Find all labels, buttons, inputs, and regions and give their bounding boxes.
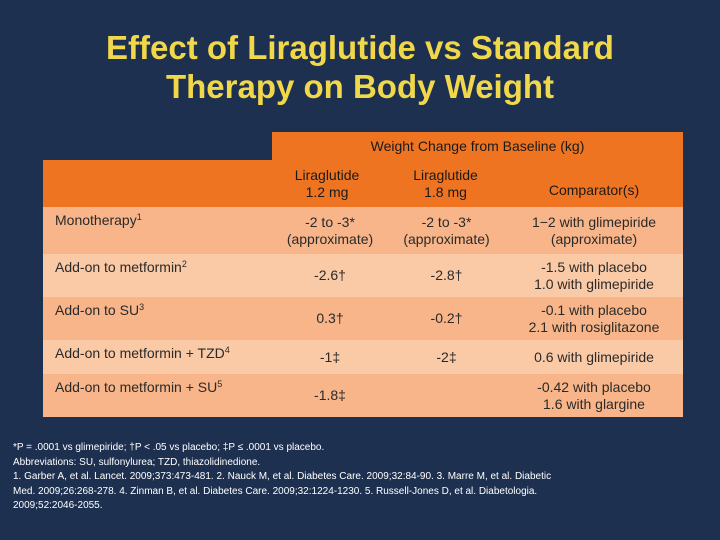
group-header: Weight Change from Baseline (kg): [272, 132, 683, 160]
footnote-abbreviations: Abbreviations: SU, sulfonylurea; TZD, th…: [13, 456, 261, 468]
cell-value: -0.42 with placebo 1.6 with glargine: [505, 374, 683, 417]
row-label-su: Add-on to SU3: [53, 297, 273, 319]
row-background: [43, 297, 683, 340]
cell-value: -2.8†: [388, 254, 505, 297]
col-header-lira-1-8: Liraglutide 1.8 mg: [388, 162, 503, 206]
cell-value: -1.5 with placebo 1.0 with glimepiride: [505, 254, 683, 297]
footnote-references-3: 2009;52:2046-2055.: [13, 500, 103, 511]
row-label-monotherapy: Monotherapy1: [53, 207, 273, 229]
cell-value: -0.1 with placebo 2.1 with rosiglitazone: [505, 297, 683, 340]
row-label-text: Add-on to metformin + TZD: [55, 345, 225, 361]
cell-value: 0.3†: [272, 297, 388, 340]
cell-line: (approximate): [403, 230, 490, 247]
footnotes: *P = .0001 vs glimepiride; †P < .05 vs p…: [13, 441, 713, 514]
col-header-line-1: Liraglutide: [413, 167, 478, 183]
cell-line: -0.42 with placebo: [537, 378, 651, 395]
cell-line: -1.5 with placebo: [541, 258, 647, 275]
cell-value: -1.8‡: [272, 374, 388, 417]
footnote-references-2: Med. 2009;26:268-278. 4. Zinman B, et al…: [13, 485, 538, 497]
slide-title-line-1: Effect of Liraglutide vs Standard: [106, 29, 614, 66]
cell-line: -2 to -3*: [421, 213, 472, 230]
cell-line: 1−2 with glimepiride: [531, 213, 657, 230]
row-label-ref: 4: [224, 345, 230, 355]
cell-line: (approximate): [286, 230, 374, 247]
row-label-ref: 2: [181, 259, 187, 269]
slide-title: Effect of Liraglutide vs Standard Therap…: [0, 28, 720, 106]
cell-line: -2.8†: [430, 267, 463, 283]
cell-line: -0.2†: [430, 310, 463, 326]
cell-value: 0.6 with glimepiride: [505, 340, 683, 374]
cell-line: 1.6 with glargine: [543, 395, 645, 412]
cell-value: -2.6†: [272, 254, 388, 297]
col-header-lira-1-2: Liraglutide 1.2 mg: [272, 162, 382, 206]
row-label-ref: 3: [139, 302, 145, 312]
cell-line: -1.8‡: [314, 387, 346, 403]
cell-value: -2‡: [388, 340, 505, 374]
cell-line: -2.6†: [314, 267, 346, 283]
row-label-metformin-su: Add-on to metformin + SU5: [53, 374, 273, 396]
footnote-references-1: 1. Garber A, et al. Lancet. 2009;373:473…: [13, 471, 552, 482]
group-header-label: Weight Change from Baseline (kg): [370, 137, 585, 154]
col-header-comparator: Comparator(s): [505, 176, 683, 204]
row-background: [43, 374, 683, 417]
col-header-line-1: Comparator(s): [548, 181, 640, 198]
col-header-line-2: 1.2 mg: [305, 184, 349, 200]
row-background: [43, 254, 683, 297]
cell-line: -2 to -3*: [305, 213, 355, 230]
cell-value: 1−2 with glimepiride (approximate): [505, 207, 683, 254]
col-header-line-1: Liraglutide: [294, 167, 360, 183]
slide-title-line-2: Therapy on Body Weight: [165, 68, 555, 105]
cell-line: 2.1 with rosiglitazone: [528, 318, 660, 335]
row-label-text: Add-on to metformin: [55, 259, 182, 275]
cell-line: 0.6 with glimepiride: [534, 348, 654, 365]
cell-value: -2 to -3* (approximate): [272, 207, 388, 254]
row-background: [43, 340, 683, 374]
cell-line: -0.1 with placebo: [541, 301, 647, 318]
weight-change-table: Weight Change from Baseline (kg) Liraglu…: [43, 132, 683, 417]
footnote-significance: *P = .0001 vs glimepiride; †P < .05 vs p…: [13, 442, 325, 453]
header-row-background: [43, 160, 683, 207]
row-label-ref: 5: [217, 379, 223, 389]
col-header-line-2: 1.8 mg: [424, 184, 467, 200]
cell-value: -0.2†: [388, 297, 505, 340]
row-background: [43, 207, 683, 254]
cell-line: 0.3†: [316, 310, 344, 326]
cell-value: -1‡: [272, 340, 388, 374]
cell-value: -2 to -3* (approximate): [388, 207, 505, 254]
cell-line: (approximate): [550, 230, 638, 247]
row-label-text: Monotherapy: [55, 212, 137, 228]
cell-line: -1‡: [319, 348, 341, 365]
cell-line: 1.0 with glimepiride: [534, 275, 654, 292]
row-label-ref: 1: [136, 212, 142, 222]
row-label-metformin-tzd: Add-on to metformin + TZD4: [53, 340, 273, 362]
cell-line: -2‡: [436, 348, 457, 365]
row-label-text: Add-on to metformin + SU: [55, 379, 218, 395]
row-label-text: Add-on to SU: [55, 302, 140, 318]
row-label-metformin: Add-on to metformin2: [53, 254, 273, 276]
